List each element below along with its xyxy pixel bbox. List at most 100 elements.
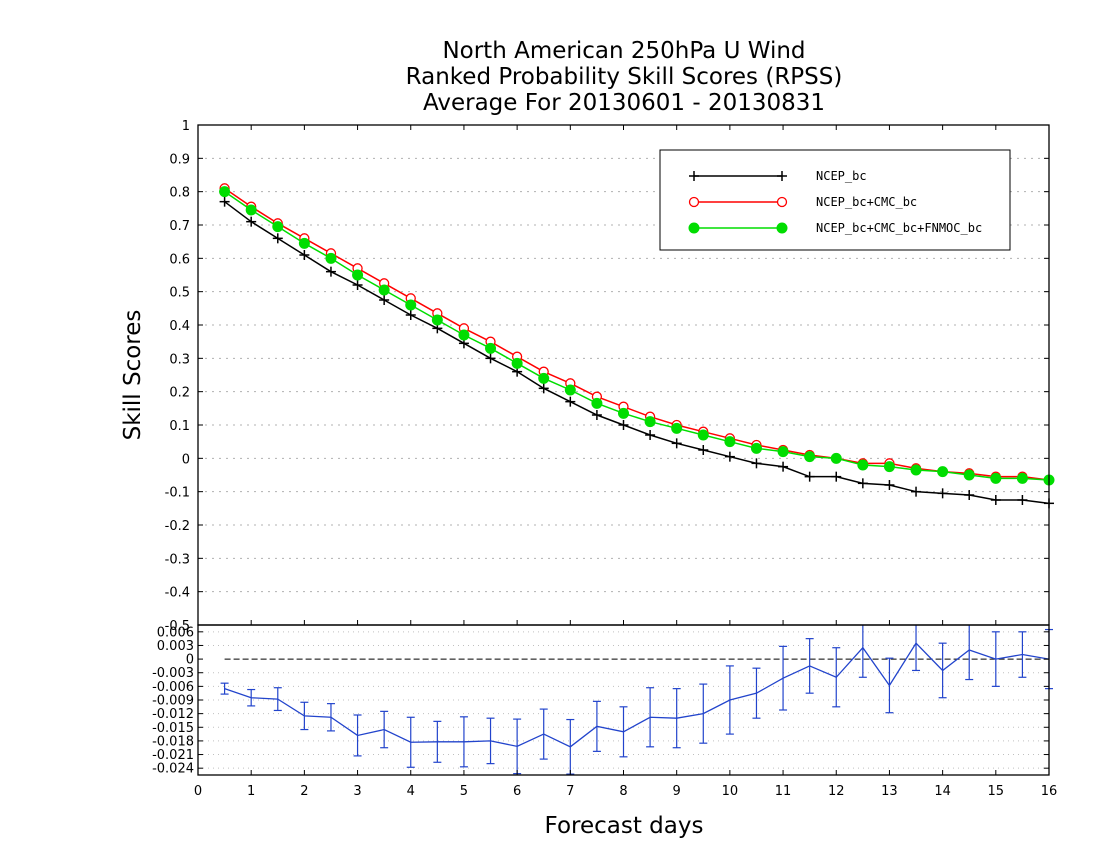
diff-y-tick-label: -0.015 [152,721,194,736]
diff-y-tick-label: -0.006 [152,680,194,695]
data-point [671,438,682,449]
diff-y-tick-label: -0.021 [152,748,194,763]
legend-marker [777,171,787,181]
y-tick-label: -0.5 [165,619,190,634]
y-tick-label: 0.7 [169,219,190,234]
x-tick-label: 8 [619,784,627,799]
data-point [830,452,842,464]
y-tick-label: -0.4 [165,586,190,601]
data-point [538,383,549,394]
data-point [963,469,975,481]
data-point [298,237,310,249]
data-point [883,461,895,473]
legend-marker [689,171,699,181]
x-tick-label: 10 [722,784,739,799]
axes: 1 0.9 0.8 0.7 0.6 0.5 0.4 0.3 0.2 0.1 0 -0.1 -0.2 -0.… [152,119,1057,799]
data-point [937,488,948,499]
data-point [246,216,257,227]
data-point [405,299,417,311]
y-tick-label: 0.1 [169,419,190,434]
error-bar [912,625,921,672]
y-tick-label: 0.2 [169,386,190,401]
data-point [750,442,762,454]
error-bar [858,625,867,678]
x-tick-label: 2 [300,784,308,799]
data-point [778,461,789,472]
x-tick-label: 15 [988,784,1005,799]
data-point [511,357,523,369]
difference-line [224,642,1050,748]
difference-series [220,625,1053,775]
diff-y-tick-label: -0.003 [152,666,194,681]
data-point [618,420,629,430]
data-point [857,459,869,471]
data-point [219,196,230,207]
data-point [751,458,762,469]
data-point [831,471,842,482]
data-point [1016,472,1028,484]
diff-y-tick-label: 0 [186,653,194,668]
data-point [485,353,496,364]
data-point [352,280,363,290]
data-point [272,221,284,233]
x-tick-label: 12 [828,784,845,799]
y-tick-label: 0.3 [169,352,190,367]
data-point [591,410,602,420]
diff-y-tick-label: 0.006 [157,625,194,640]
data-point [645,430,656,440]
data-point [724,451,735,462]
legend-box [659,149,1011,251]
diff-y-tick-label: -0.009 [152,694,194,709]
diff-y-tick-label: -0.018 [152,734,194,749]
data-point [378,284,390,296]
main-series [219,183,1055,509]
legend: NCEP_bc NCEP_bc+CMC_bc NCEP_bc+CMC_bc+FNMO… [659,149,1011,251]
data-point [431,314,443,326]
data-point [990,472,1002,484]
data-point [458,329,470,341]
data-point [857,478,868,489]
data-point [245,204,257,216]
y-tick-label: 0 [182,452,190,467]
data-point [591,397,603,409]
data-point [990,495,1001,505]
data-point [379,295,390,305]
data-point [485,342,497,354]
data-point [724,436,736,448]
data-point [644,416,656,428]
data-point [325,266,336,277]
data-point [352,269,364,281]
data-point [964,490,975,500]
y-tick-label: -0.2 [165,519,190,534]
x-tick-label: 0 [194,784,202,799]
y-axis-label: Skill Scores [120,310,146,441]
data-point [697,429,709,441]
y-tick-label: 0.6 [169,252,190,267]
diff-y-tick-label: 0.003 [157,639,194,654]
x-tick-label: 6 [513,784,521,799]
x-tick-label: 4 [407,784,415,799]
y-tick-label: 1 [182,119,190,134]
diff-y-tick-label: -0.024 [152,762,194,777]
data-point [911,486,922,497]
x-tick-label: 3 [353,784,361,799]
data-point [538,372,550,384]
data-point [618,407,629,419]
data-point [910,464,922,476]
error-bar [965,625,974,681]
legend-label: NCEP_bc+CMC_bc+FNMOC_bc [816,221,982,235]
x-tick-label: 5 [460,784,468,799]
legend-label: NCEP_bc+CMC_bc [816,195,917,209]
x-tick-label: 1 [247,784,255,799]
legend-marker [688,222,700,234]
data-point [937,466,949,478]
chart-title-line-1: North American 250hPa U Wind [442,38,805,64]
data-point [671,422,683,434]
data-point [1017,495,1028,505]
data-point [565,396,576,407]
data-point [272,233,283,244]
legend-marker [776,196,788,208]
x-tick-label: 11 [775,784,792,799]
